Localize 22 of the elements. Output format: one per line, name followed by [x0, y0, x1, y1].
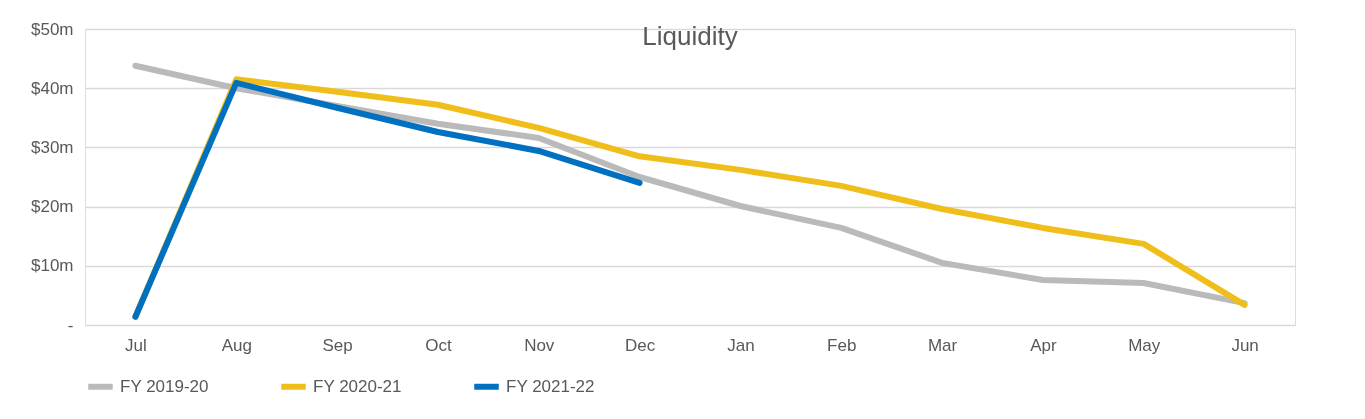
legend-label: FY 2021-22 — [506, 376, 595, 396]
y-tick-label: $50m — [30, 19, 74, 39]
x-tick-label: Jan — [727, 335, 755, 355]
legend-label: FY 2020-21 — [313, 376, 402, 396]
chart-title: Liquidity — [642, 21, 738, 51]
x-tick-label: Feb — [827, 335, 857, 355]
y-tick-label: - — [67, 315, 74, 335]
x-tick-label: Jul — [125, 335, 147, 355]
y-tick-label: $40m — [30, 78, 74, 98]
y-tick-label: $10m — [30, 256, 74, 276]
x-tick-label: Jun — [1231, 335, 1259, 355]
x-tick-label: Aug — [221, 335, 252, 355]
x-tick-label: Sep — [322, 335, 353, 355]
x-tick-label: Oct — [425, 335, 452, 355]
x-tick-label: Apr — [1030, 335, 1057, 355]
y-tick-label: $30m — [30, 137, 74, 157]
x-tick-label: Nov — [524, 335, 555, 355]
x-tick-label: May — [1128, 335, 1161, 355]
y-tick-label: $20m — [30, 197, 74, 217]
x-tick-label: Mar — [927, 335, 958, 355]
x-tick-label: Dec — [624, 335, 656, 355]
legend-label: FY 2019-20 — [120, 376, 209, 396]
